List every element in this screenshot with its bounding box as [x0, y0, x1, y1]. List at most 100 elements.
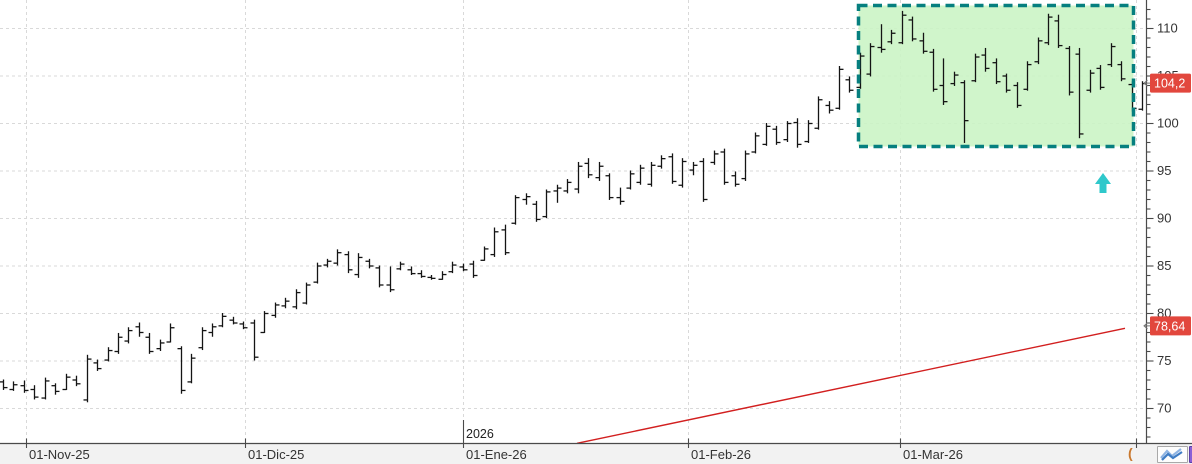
zigzag-lines-icon [1160, 448, 1183, 461]
ohlc-bar [1086, 69, 1095, 93]
ohlc-bar [793, 118, 802, 148]
ohlc-bar [898, 10, 907, 45]
ohlc-bar [344, 251, 353, 274]
ohlc-bar [522, 193, 531, 205]
ohlc-bar [208, 323, 217, 337]
ohlc-bar [825, 101, 834, 114]
ohlc-bar [302, 282, 311, 305]
chart-style-button[interactable] [1157, 446, 1188, 463]
ohlc-bar [689, 161, 698, 176]
ohlc-bar [313, 262, 322, 284]
ohlc-bar [480, 246, 489, 261]
ohlc-bar [647, 161, 656, 187]
ohlc-bar [699, 158, 708, 202]
ohlc-bar [574, 161, 583, 194]
ohlc-bar [250, 319, 259, 361]
ohlc-bar [971, 53, 980, 83]
ohlc-bar [375, 265, 384, 288]
ohlc-bar [532, 200, 541, 222]
x-axis-label: 01-Mar-26 [903, 447, 963, 462]
ohlc-bar [72, 375, 81, 387]
x-axis-label: 01-Feb-26 [691, 447, 751, 462]
ohlc-bar [1002, 73, 1011, 93]
ohlc-bar [772, 125, 781, 145]
ohlc-bar [333, 249, 342, 266]
ohlc-bar [741, 150, 750, 181]
trend-line[interactable] [576, 327, 1126, 444]
x-axis-strip [0, 443, 1192, 464]
ohlc-bar [584, 158, 593, 179]
ohlc-bar [187, 353, 196, 384]
ohlc-bar [114, 332, 123, 354]
ohlc-bar [51, 383, 60, 395]
ohlc-series [0, 10, 1147, 403]
ohlc-bar [271, 302, 280, 318]
ohlc-bar [292, 289, 301, 310]
y-axis-label: 75 [1157, 353, 1171, 368]
last-price-label: 104,2 [1143, 73, 1191, 93]
ohlc-bar [919, 32, 928, 54]
x-axis-label: 01-Nov-25 [29, 447, 90, 462]
ohlc-bar [1034, 37, 1043, 65]
ohlc-bar [501, 224, 510, 256]
ohlc-bar [804, 120, 813, 143]
ohlc-bar [83, 354, 92, 403]
ohlc-bar [668, 153, 677, 184]
left-pointer-icon [1143, 322, 1151, 330]
ohlc-bar [939, 58, 948, 105]
highlight-box-border[interactable] [856, 3, 1136, 149]
ohlc-bar [469, 260, 478, 278]
ohlc-bar [1117, 61, 1126, 82]
ohlc-bar [595, 161, 604, 181]
ohlc-bar [396, 261, 405, 271]
ohlc-bar [1107, 43, 1116, 67]
ohlc-bar [950, 71, 959, 86]
ohlc-bar [20, 380, 29, 393]
ohlc-bar [511, 195, 520, 225]
ohlc-bar [0, 379, 8, 390]
price-label-bg [1150, 316, 1191, 336]
ohlc-bar [427, 275, 436, 280]
y-axis-label: 110 [1157, 21, 1178, 36]
ohlc-bar [145, 332, 154, 354]
ohlc-bar [929, 48, 938, 92]
left-pointer-icon [1143, 79, 1151, 87]
ohlc-bar [1044, 13, 1053, 46]
y-axis-label: 70 [1157, 401, 1171, 416]
ohlc-bar [751, 132, 760, 154]
ohlc-bar [657, 155, 666, 169]
ohlc-bar [992, 58, 1001, 85]
x-axis-label: 01-Ene-26 [466, 447, 527, 462]
ohlc-bar [1013, 82, 1022, 108]
trendline-price-label: 78,64 [1143, 316, 1191, 336]
footer-strip: ( [0, 444, 1192, 464]
ohlc-bar [783, 121, 792, 142]
ohlc-bar [542, 189, 551, 218]
ohlc-bar [9, 381, 18, 391]
grid-lines [0, 0, 1146, 443]
ohlc-bar [1075, 47, 1084, 139]
ohlc-bar [908, 16, 917, 42]
clipped-side-button[interactable] [1189, 446, 1192, 463]
ohlc-bar [62, 373, 71, 391]
x-axis: 01-Nov-25 01-Dic-25 01-Ene-26 01-Feb-26 01-M… [25, 420, 1138, 462]
ohlc-bar [678, 158, 687, 188]
y-axis-label: 85 [1157, 258, 1171, 273]
ohlc-bar [30, 385, 39, 400]
year-label: 2026 [466, 427, 494, 441]
ohlc-bar [93, 359, 102, 371]
ohlc-bar [365, 258, 374, 269]
ohlc-bar [563, 179, 572, 194]
price-label-text: 104,2 [1154, 77, 1185, 91]
y-axis-label: 90 [1157, 211, 1171, 226]
ohlc-bar [124, 327, 133, 344]
ohlc-bar [960, 80, 969, 143]
up-arrow-annotation[interactable] [1095, 173, 1111, 193]
ohlc-bar [417, 270, 426, 278]
ohlc-bar [354, 253, 363, 278]
ohlc-bar [198, 327, 207, 351]
ohlc-bar [281, 297, 290, 309]
y-axis-label: 95 [1157, 163, 1171, 178]
